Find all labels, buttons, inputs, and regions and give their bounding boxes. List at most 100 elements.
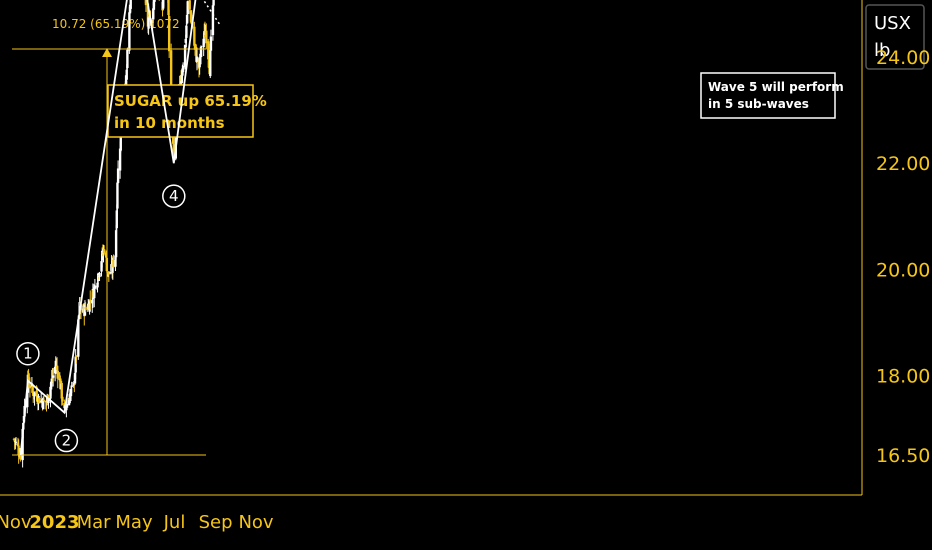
candle-body-17 [28,384,31,387]
candle-body-124 [128,12,131,51]
candle-body-23 [33,392,36,397]
candle-body-24 [35,390,38,397]
candle-body-5 [17,448,20,455]
candle-body-98 [102,249,106,254]
candle-body-90 [96,282,99,288]
candle-body-200 [198,57,201,68]
candle-body-188 [186,1,189,15]
candle-body-78 [84,306,87,310]
candle-body-40 [49,382,53,388]
measure-arrow-head [102,48,112,57]
candle-body-69 [77,319,80,357]
candle-body-126 [129,0,132,9]
unit-label-line-1: USX [874,13,911,34]
candle-body-48 [56,370,59,379]
wave-circle-4 [162,184,186,208]
candle-body-41 [50,378,53,384]
candle-body-26 [36,403,40,405]
candle-body-103 [107,271,111,275]
wave-overlays: 10.72 (65.19%) 1072 SUGAR up 65.19% in 1… [12,0,844,456]
candle-body-168 [167,15,171,52]
candle-body-3 [14,441,18,443]
price-tick-0: 16.50 [876,445,930,467]
candle-body-20 [31,386,34,391]
time-tick-0: Nov [0,512,32,533]
candle-body-108 [112,259,115,268]
candle-body-110 [114,230,118,258]
candle-body-204 [202,38,205,48]
candle-body-38 [47,398,50,404]
candle-body-53 [61,396,64,402]
candle-body-44 [53,366,57,374]
candle-body-182 [181,71,184,76]
candle-body-16 [27,373,30,384]
candle-body-183 [181,65,185,73]
candle-body-94 [100,261,103,272]
candle-body-111 [115,210,118,229]
candle-body-114 [118,148,122,171]
candle-body-1 [13,439,16,442]
candle-body-143 [144,0,148,6]
candle-body-8 [19,452,22,460]
candle-body-91 [97,273,100,281]
candle-body-189 [188,0,191,10]
candle-body-113 [116,168,120,183]
candle-body-66 [73,373,77,384]
candle-body-52 [60,383,63,399]
price-tick-3: 22.00 [876,153,930,175]
price-tick-4: 24.00 [876,47,930,69]
candle-body-122 [125,69,128,80]
candle-body-181 [180,75,183,83]
candle-body-84 [91,300,94,304]
candle-body-21 [32,391,35,396]
candle-body-88 [93,285,97,289]
candle-body-33 [42,399,46,401]
candle-body-4 [16,443,20,447]
candle-body-214 [211,5,215,36]
candle-body-28 [37,397,41,404]
candle-body-59 [67,397,71,406]
candle-body-62 [69,389,73,394]
unit-label-box [865,4,925,70]
candle-body-57 [65,407,68,411]
candle-body-123 [126,49,129,69]
candle-body-144 [146,3,150,27]
candle-body-161 [161,0,165,9]
elliott-wave-line [19,0,197,456]
candle-body-95 [100,250,104,261]
candle-body-194 [193,26,196,46]
candle-body-125 [128,6,132,14]
candle-body-64 [72,382,75,386]
candle-body-30 [40,402,44,404]
candle-body-208 [205,30,208,44]
candle-body-121 [124,80,128,86]
candle-body-58 [65,404,69,408]
note-line-1: Wave 5 will perform [708,80,844,94]
candle-body-47 [55,365,59,371]
time-tick-6: Nov [238,512,273,533]
candle-body-186 [185,25,188,38]
note-line-2: in 5 sub-waves [708,97,809,111]
candle-body-151 [152,0,156,10]
candle-body-198 [195,56,199,62]
time-tick-2: Mar [77,512,112,533]
candle-body-210 [207,60,211,68]
price-tick-1: 18.00 [876,365,930,387]
measure-label: 10.72 (65.19%) 1072 [52,17,180,31]
wave-circle-2 [54,428,79,453]
time-tick-5: Sep [199,512,233,533]
wave-label-4: 4 [169,187,179,205]
annotation-line-1: SUGAR up 65.19% [114,92,267,110]
candle-body-196 [194,49,197,51]
candle-body-187 [185,14,189,24]
candle-body-195 [193,43,197,50]
annotation-line-2: in 10 months [114,114,225,132]
candle-body-68 [75,356,78,358]
candle-body-212 [209,50,212,77]
candle-body-150 [152,8,155,20]
candle-body-185 [184,38,187,43]
price-tick-2: 20.00 [876,259,930,281]
candle-body-112 [116,182,119,209]
